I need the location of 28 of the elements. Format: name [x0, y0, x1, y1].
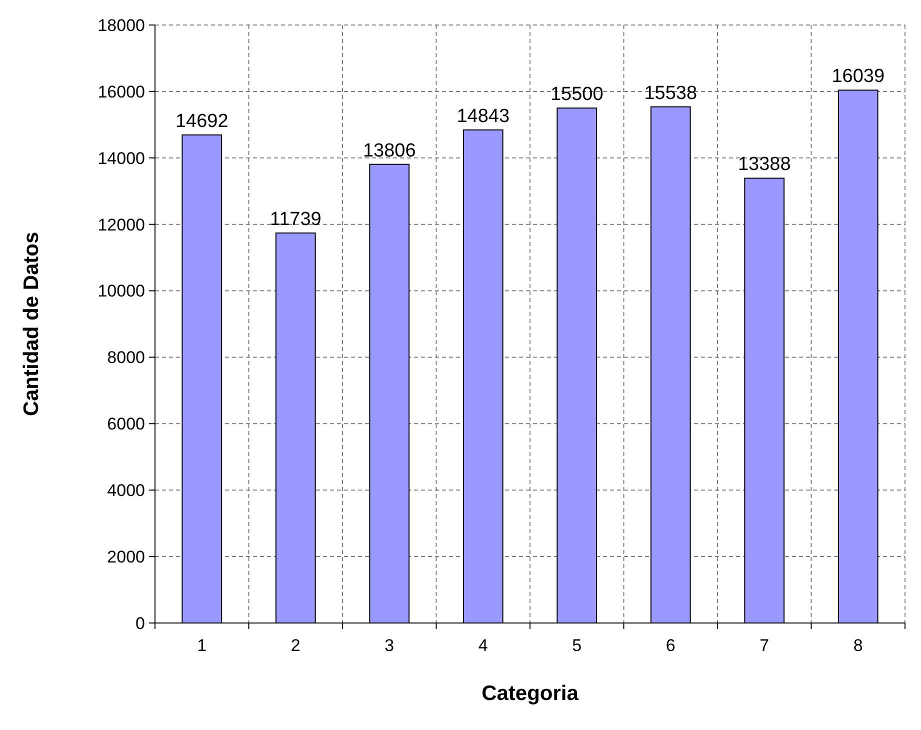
data-label: 14692 — [175, 110, 228, 132]
data-label: 13388 — [738, 154, 791, 176]
y-tick-label: 10000 — [98, 282, 145, 301]
x-tick-label: 1 — [197, 636, 207, 655]
y-tick-label: 14000 — [98, 148, 145, 168]
y-tick-label: 12000 — [98, 215, 145, 234]
y-tick-label: 8000 — [107, 348, 145, 368]
x-tick-label: 4 — [478, 636, 488, 655]
x-tick-label: 6 — [666, 636, 676, 655]
data-label: 13806 — [362, 140, 416, 162]
x-tick-label: 7 — [760, 636, 770, 655]
data-label: 16039 — [832, 66, 885, 88]
y-axis-title: Cantidad de Datos — [20, 232, 43, 416]
y-tick-label: 4000 — [107, 481, 145, 500]
data-label: 15538 — [644, 82, 698, 104]
data-label: 11739 — [270, 209, 322, 230]
x-tick-label: 5 — [572, 636, 582, 655]
y-tick-label: 0 — [136, 614, 145, 633]
x-tick-label: 8 — [853, 636, 863, 655]
x-axis-title: Categoria — [482, 682, 579, 705]
data-label: 15500 — [550, 84, 604, 106]
x-tick-label: 3 — [384, 636, 394, 655]
y-tick-label: 6000 — [107, 414, 145, 434]
y-tick-label: 18000 — [98, 16, 145, 35]
y-tick-label: 16000 — [98, 82, 145, 102]
y-tick-label: 2000 — [107, 548, 145, 567]
x-tick-label: 2 — [290, 636, 300, 655]
data-label: 14843 — [456, 106, 510, 127]
